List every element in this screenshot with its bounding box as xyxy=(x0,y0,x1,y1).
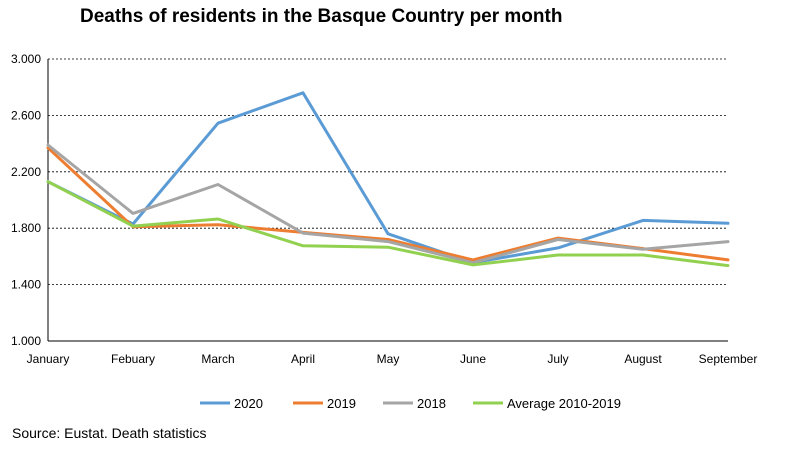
legend-label: 2018 xyxy=(417,396,446,411)
y-tick-label: 2.200 xyxy=(11,165,41,179)
y-tick-label: 1.400 xyxy=(11,278,41,292)
y-tick-label: 1.000 xyxy=(11,334,41,348)
source-note: Source: Eustat. Death statistics xyxy=(12,425,207,441)
x-tick-label: April xyxy=(291,352,315,366)
series-line xyxy=(46,143,730,265)
x-tick-label: August xyxy=(624,352,662,366)
legend-label: 2020 xyxy=(234,396,263,411)
x-tick-label: June xyxy=(460,352,486,366)
legend-label: Average 2010-2019 xyxy=(507,396,621,411)
x-tick-label: July xyxy=(547,352,568,366)
y-tick-label: 3.000 xyxy=(11,52,41,66)
x-tick-label: May xyxy=(377,352,400,366)
x-tick-label: Febuary xyxy=(111,352,155,366)
series-line xyxy=(46,91,730,265)
legend-label: 2019 xyxy=(327,396,356,411)
y-tick-label: 1.800 xyxy=(11,221,41,235)
x-tick-label: January xyxy=(27,352,70,366)
y-tick-label: 2.600 xyxy=(11,108,41,122)
chart-title: Deaths of residents in the Basque Countr… xyxy=(80,6,563,27)
x-tick-label: March xyxy=(201,352,234,366)
x-tick-label: September xyxy=(699,352,758,366)
series-line xyxy=(46,180,730,268)
